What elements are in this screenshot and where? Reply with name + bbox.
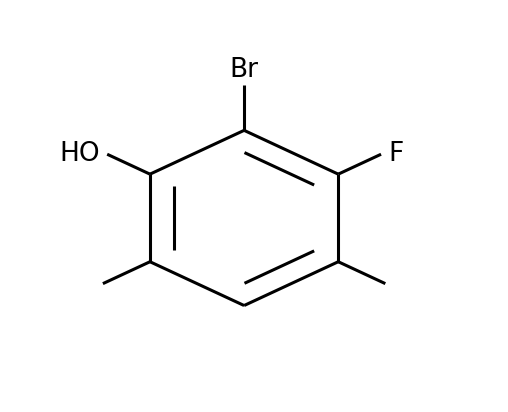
- Text: F: F: [389, 141, 404, 167]
- Text: HO: HO: [59, 141, 100, 167]
- Text: Br: Br: [230, 56, 259, 82]
